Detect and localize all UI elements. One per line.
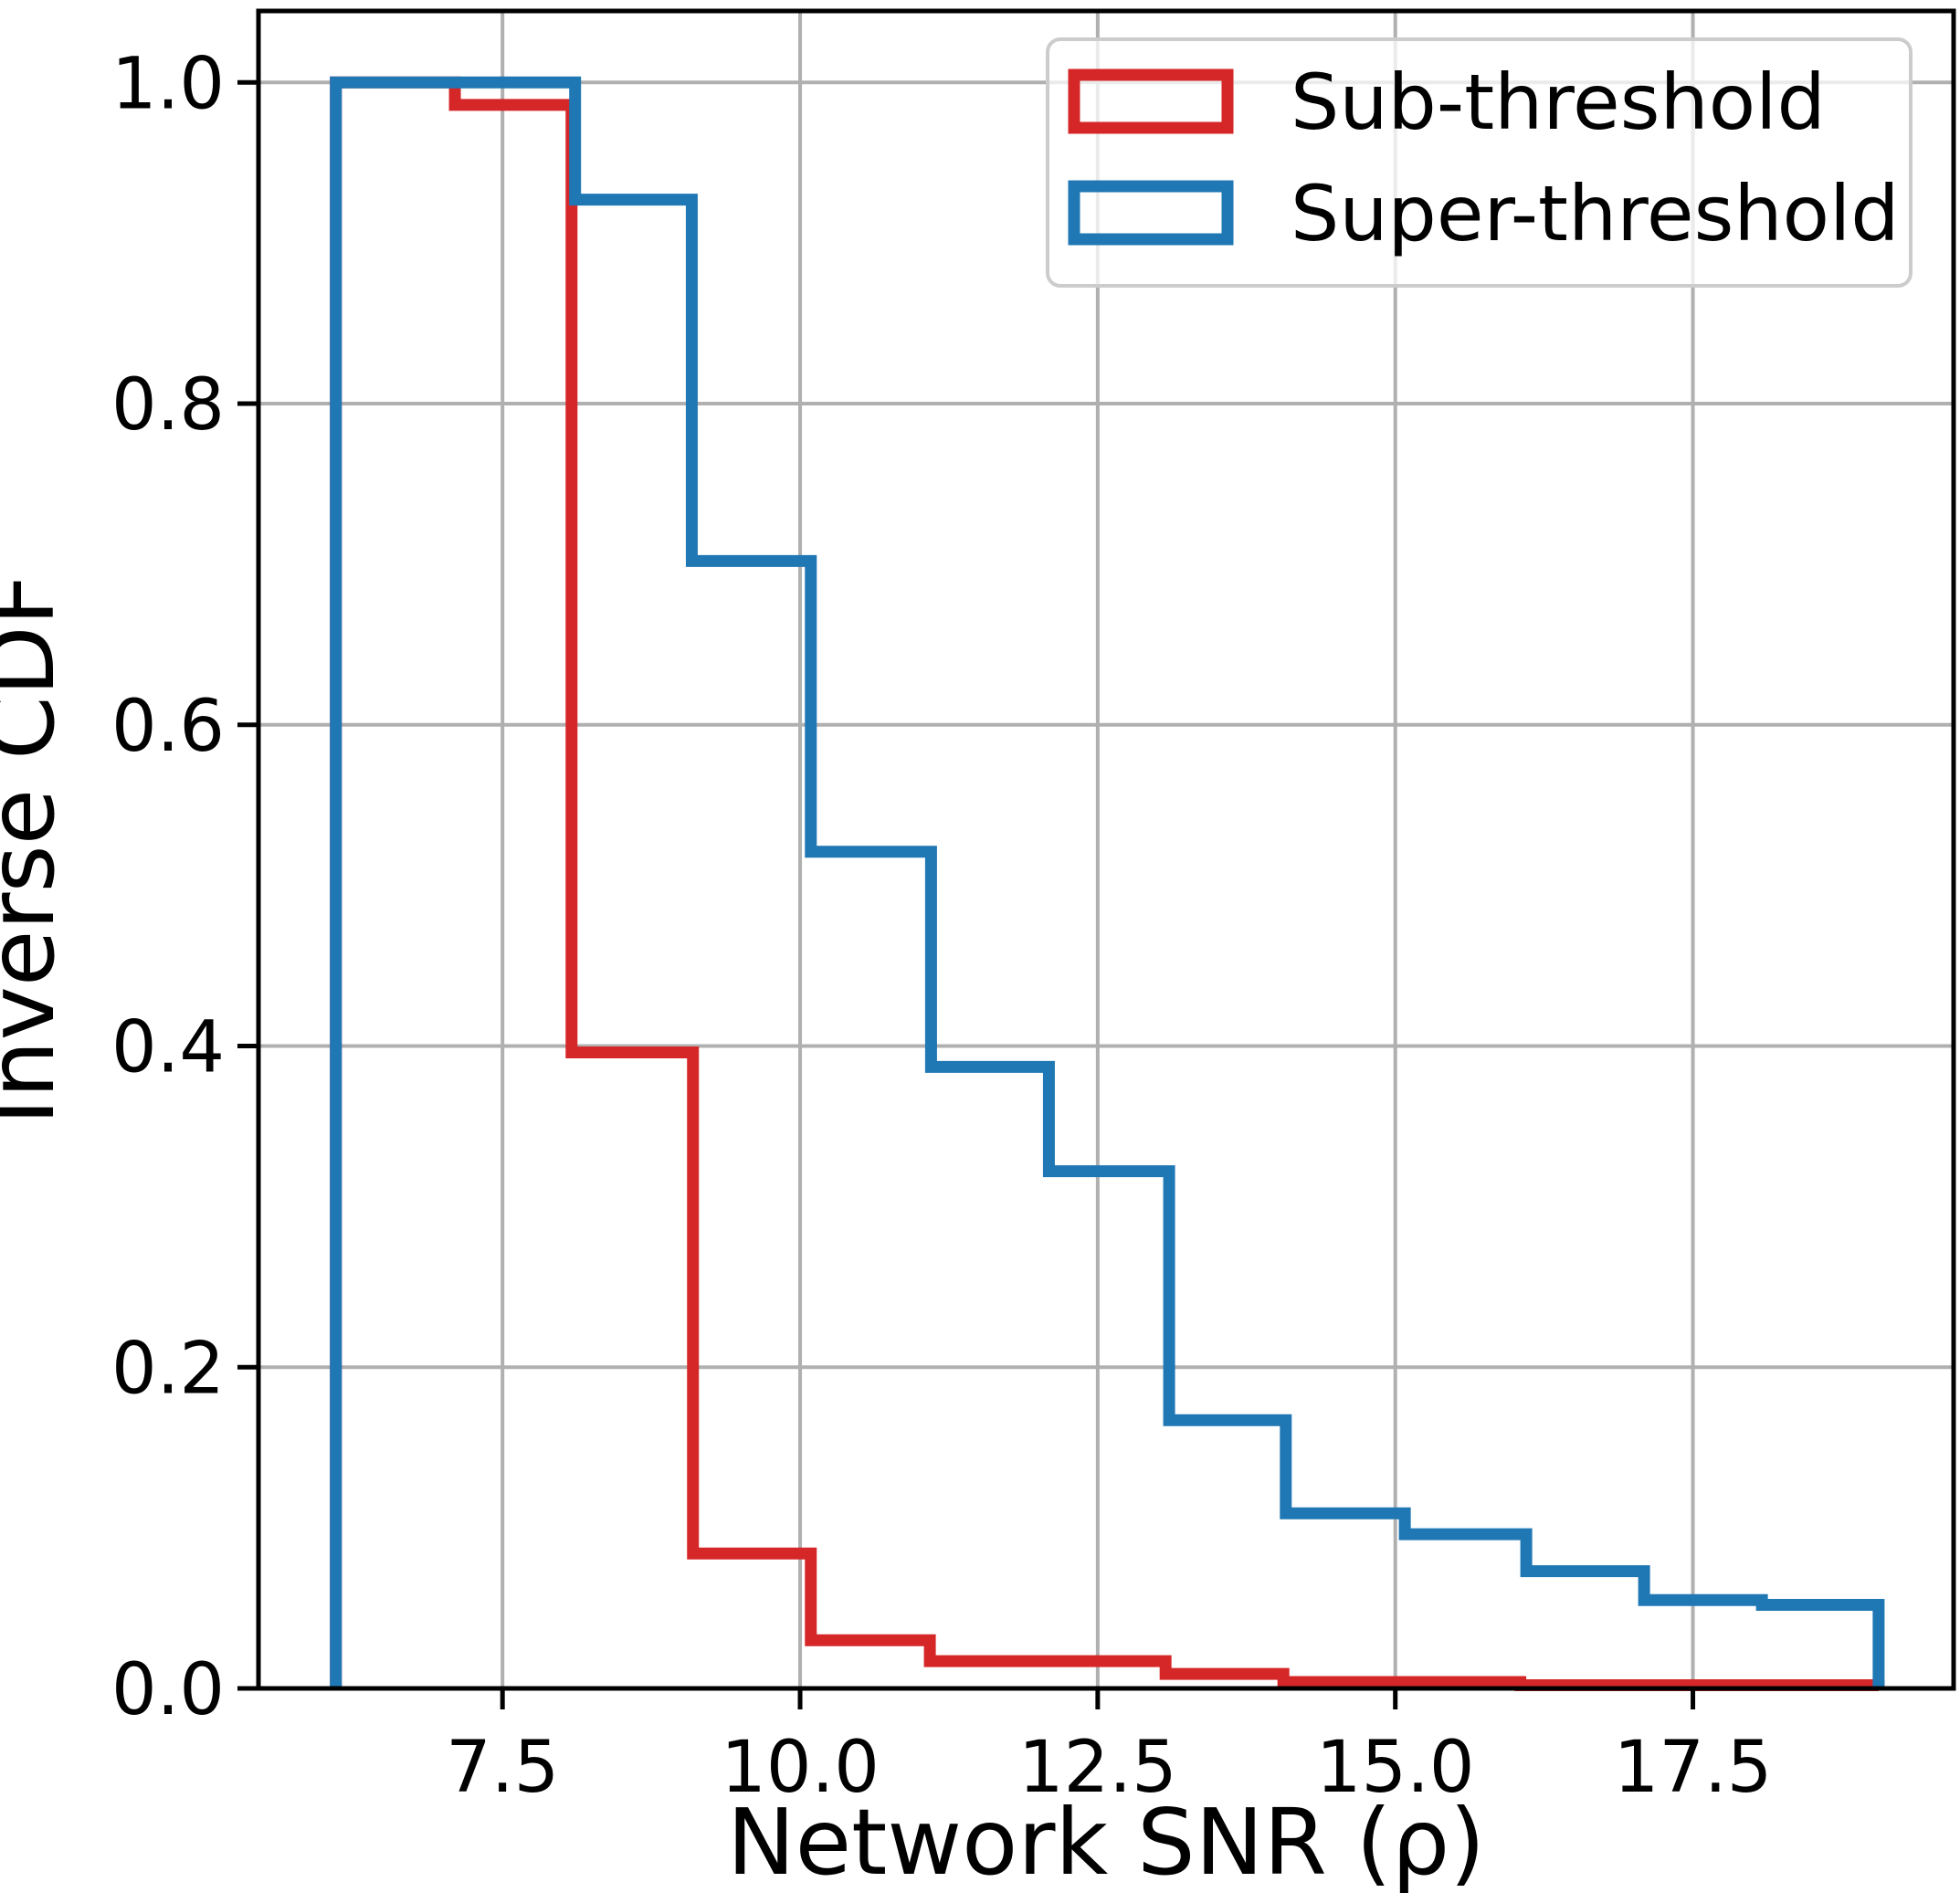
y-axis-label: Inverse CDF — [0, 573, 75, 1125]
y-tick-label: 0.8 — [111, 364, 225, 447]
legend-swatch-super-threshold — [1068, 180, 1234, 246]
legend-swatch-sub-threshold — [1068, 68, 1234, 134]
series-sub-threshold — [330, 76, 1885, 1691]
y-tick-label: 0.6 — [111, 686, 225, 768]
tick-labels: 7.5 10.0 12.5 15.0 17.5 0.0 0.2 0.4 0.6 0.8 1.0 — [111, 43, 1772, 1809]
legend-box — [1046, 37, 1913, 288]
x-tick-label: 17.5 — [1614, 1727, 1773, 1809]
legend-label-super-threshold: Super-threshold — [1291, 169, 1900, 258]
y-tick-label: 1.0 — [111, 43, 225, 125]
step-curves — [330, 76, 1885, 1691]
x-tick-label: 12.5 — [1018, 1727, 1177, 1809]
tick-marks — [237, 79, 1696, 1709]
x-axis-label: Network SNR (ρ) — [727, 1789, 1485, 1896]
y-tick-label: 0.4 — [111, 1007, 225, 1089]
x-tick-label: 15.0 — [1316, 1727, 1475, 1809]
x-tick-label: 7.5 — [446, 1727, 559, 1809]
legend-label-sub-threshold: Sub-threshold — [1291, 58, 1826, 147]
plot-border — [256, 8, 1956, 1691]
legend: Sub-threshold Super-threshold — [1046, 37, 1913, 288]
y-tick-label: 0.2 — [111, 1328, 225, 1410]
y-tick-label: 0.0 — [111, 1649, 225, 1731]
x-tick-label: 10.0 — [721, 1727, 880, 1809]
series-super-threshold — [330, 76, 1885, 1688]
